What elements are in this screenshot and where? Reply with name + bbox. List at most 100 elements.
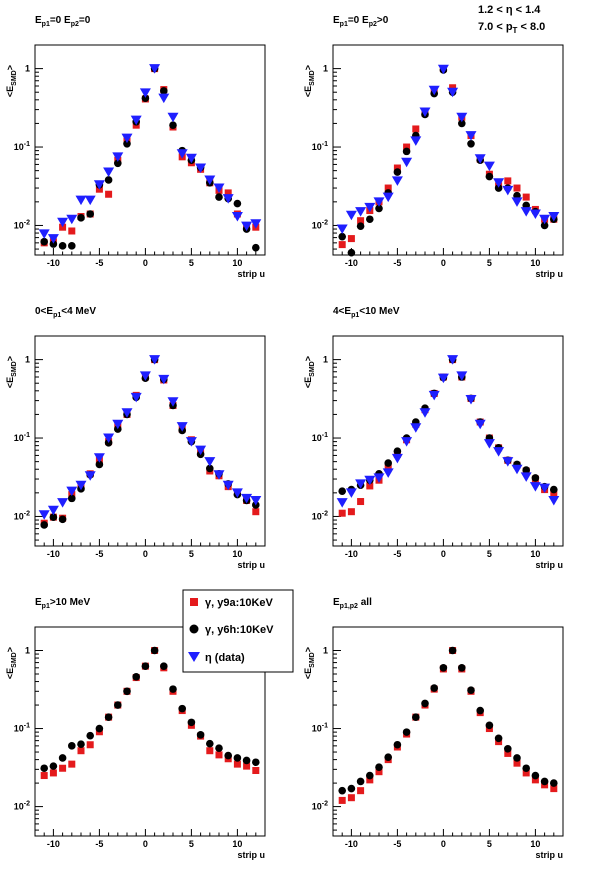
data-point-circle bbox=[141, 94, 150, 102]
data-point-circle bbox=[384, 753, 393, 761]
data-point-triangle bbox=[539, 214, 551, 225]
data-point-circle bbox=[68, 242, 76, 250]
plot-frame bbox=[34, 626, 266, 837]
data-point-triangle bbox=[437, 64, 449, 75]
data-point-circle bbox=[504, 745, 512, 753]
x-tick-label: 0 bbox=[441, 549, 446, 559]
data-point-square bbox=[522, 769, 530, 777]
data-point-circle bbox=[123, 139, 131, 148]
data-point-square bbox=[347, 794, 355, 802]
data-point-triangle bbox=[195, 163, 207, 174]
panel-title: 0<Ep1<4 MeV bbox=[35, 306, 96, 319]
data-point-circle bbox=[40, 237, 48, 246]
data-point-square bbox=[504, 749, 512, 757]
y-tick-label: 1 bbox=[25, 64, 30, 74]
data-point-triangle bbox=[47, 505, 59, 516]
data-point-square bbox=[347, 508, 355, 516]
eta-range-label: 1.2 < η < 1.4 bbox=[478, 4, 541, 16]
panel-2: Ep1=0 Ep2>0 <ESMD> strip u -10 -5 0 5 10 10-2 10-… bbox=[303, 15, 564, 279]
data-point-triangle bbox=[222, 480, 234, 491]
data-point-triangle bbox=[38, 229, 50, 239]
legend-label-gamma-y9a: γ, y9a:10KeV bbox=[205, 597, 274, 609]
data-point-triangle bbox=[112, 152, 124, 162]
data-point-circle bbox=[448, 646, 457, 655]
data-point-circle bbox=[206, 739, 214, 748]
data-point-triangle bbox=[213, 183, 225, 194]
x-tick-label: 10 bbox=[232, 549, 242, 559]
data-point-circle bbox=[402, 147, 411, 156]
data-point-circle bbox=[458, 119, 466, 128]
data-point-square bbox=[206, 747, 214, 755]
data-point-square bbox=[513, 184, 521, 192]
data-point-triangle bbox=[382, 192, 394, 203]
data-point-circle bbox=[430, 684, 439, 692]
kinematic-header: 1.2 < η < 1.4 7.0 < pT < 8.0 bbox=[478, 4, 545, 35]
data-point-triangle bbox=[520, 472, 532, 482]
x-tick-label: 10 bbox=[530, 839, 540, 849]
data-point-triangle bbox=[410, 136, 422, 146]
data-point-triangle bbox=[38, 510, 50, 520]
legend: γ, y9a:10KeV γ, y6h:10KeV η (data) bbox=[182, 589, 294, 673]
data-point-circle bbox=[421, 699, 429, 708]
data-point-circle bbox=[206, 464, 214, 473]
data-point-square bbox=[366, 482, 374, 490]
data-point-square bbox=[40, 772, 48, 780]
data-point-triangle bbox=[121, 133, 133, 144]
x-tick-label: 0 bbox=[441, 258, 446, 268]
y-tick-label: 10-1 bbox=[14, 432, 30, 443]
data-point-circle bbox=[95, 460, 104, 469]
data-point-circle bbox=[58, 242, 67, 250]
plot-frame bbox=[34, 44, 266, 256]
data-point-triangle bbox=[502, 457, 514, 467]
data-point-triangle bbox=[382, 468, 394, 478]
data-point-circle bbox=[513, 754, 521, 762]
data-point-circle bbox=[49, 513, 58, 521]
data-point-circle bbox=[356, 222, 365, 230]
data-point-triangle bbox=[502, 185, 514, 196]
plot-frame bbox=[34, 335, 266, 547]
data-point-circle bbox=[338, 786, 347, 795]
x-axis-label: strip u bbox=[535, 269, 563, 279]
data-point-circle bbox=[233, 199, 242, 208]
data-point-triangle bbox=[529, 209, 541, 219]
x-tick-label: 5 bbox=[487, 258, 492, 268]
data-point-circle bbox=[393, 168, 402, 176]
data-point-triangle bbox=[103, 433, 115, 444]
data-point-square bbox=[252, 767, 260, 775]
y-tick-label: 10-2 bbox=[312, 510, 328, 521]
data-point-circle bbox=[338, 232, 347, 241]
data-point-triangle bbox=[112, 419, 124, 430]
y-tick-label: 1 bbox=[323, 645, 328, 655]
data-point-circle bbox=[531, 771, 540, 780]
x-tick-label: -10 bbox=[345, 549, 358, 559]
data-point-triangle bbox=[130, 115, 142, 126]
data-point-triangle bbox=[103, 167, 115, 178]
data-point-triangle bbox=[167, 112, 179, 123]
data-point-triangle bbox=[204, 175, 216, 185]
data-point-square bbox=[375, 768, 383, 776]
data-point-circle bbox=[375, 204, 383, 213]
data-point-triangle bbox=[195, 445, 207, 456]
data-point-triangle bbox=[75, 195, 87, 206]
data-point-circle bbox=[114, 701, 122, 709]
data-point-triangle bbox=[428, 390, 440, 401]
data-point-triangle bbox=[204, 457, 216, 467]
data-point-square bbox=[357, 787, 365, 795]
data-point-square bbox=[243, 762, 251, 770]
data-point-circle bbox=[114, 159, 122, 168]
data-point-triangle bbox=[176, 422, 188, 432]
data-point-triangle bbox=[231, 212, 243, 222]
x-tick-label: -10 bbox=[47, 258, 60, 268]
data-point-square bbox=[522, 193, 530, 201]
x-tick-label: -10 bbox=[47, 839, 60, 849]
data-point-triangle bbox=[149, 64, 161, 74]
series-triangle-down bbox=[336, 355, 560, 508]
data-point-triangle bbox=[483, 161, 495, 172]
data-point-circle bbox=[141, 662, 150, 670]
data-point-circle bbox=[224, 751, 232, 760]
data-point-square bbox=[384, 464, 392, 472]
data-point-triangle bbox=[345, 488, 357, 498]
data-point-triangle bbox=[176, 149, 188, 159]
x-tick-label: 0 bbox=[441, 839, 446, 849]
